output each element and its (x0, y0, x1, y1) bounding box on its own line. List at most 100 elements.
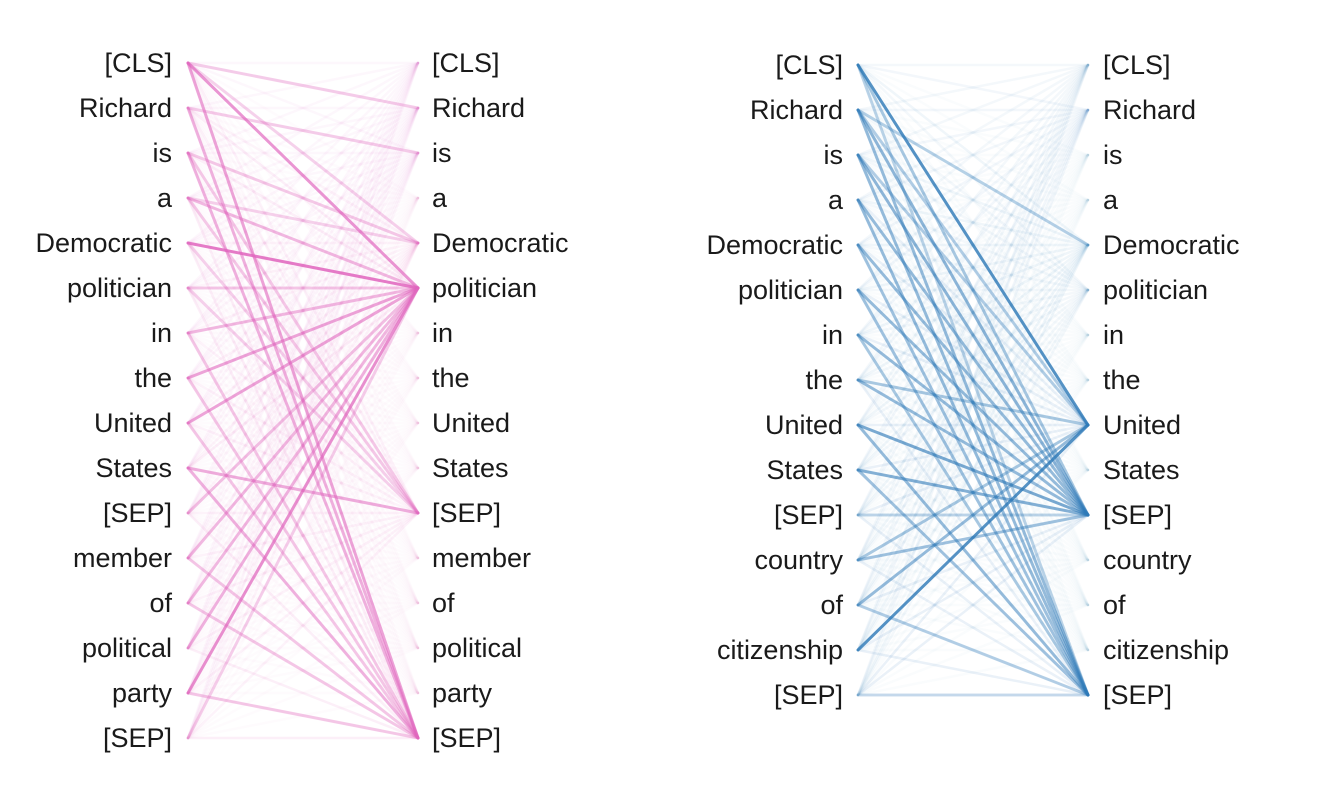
attention-panel-1-source-token: of (149, 588, 172, 618)
attention-panel-1-faint-edge (186, 61, 420, 515)
attention-panel-1-faint-edge (186, 241, 420, 335)
attention-panel-2-faint-edge (856, 108, 1090, 697)
attention-panel-1-source-token: [SEP] (103, 498, 172, 528)
attention-panel-1-target-token: political (432, 633, 522, 663)
attention-panel-2-faint-edge (856, 153, 1090, 697)
attention-panel-1-attention-edge (186, 286, 420, 425)
attention-panel-2-faint-edge (856, 108, 1090, 292)
attention-panel-1-source-token: Richard (79, 93, 172, 123)
attention-panel-1-attention-edge (186, 286, 420, 740)
attention-panel-2-target-token: Democratic (1103, 230, 1240, 260)
attention-panel-1-target-token: Democratic (432, 228, 569, 258)
attention-panel-2-attention-edge (856, 423, 1090, 607)
attention-panel-2-faint-edge (856, 63, 1090, 292)
attention-panel-2-faint-edge (856, 63, 1090, 157)
attention-panel-2-target-token: a (1103, 185, 1119, 215)
attention-panel-1-faint-edge (186, 151, 420, 695)
attention-panel-2-faint-edge (856, 108, 1090, 652)
attention-panel-2-target-token: Richard (1103, 95, 1196, 125)
attention-panel-2-faint-edge (856, 63, 1090, 652)
attention-panel-2-attention-edge (856, 63, 1090, 697)
attention-panel-1-faint-edge (186, 286, 420, 560)
attention-panel-2-faint-edge (856, 243, 1090, 337)
attention-panel-2-faint-edge (856, 513, 1090, 697)
attention-panel-2-attention-edge (856, 423, 1090, 562)
attention-panel-1-attention-edge (186, 286, 420, 335)
attention-panel-1-attention-edge (186, 286, 420, 605)
attention-panel-1-faint-edge (186, 511, 420, 605)
attention-panel-2-faint-edge (856, 63, 1090, 697)
attention-panel-1-attention-edge (186, 61, 420, 740)
attention-panel-2-source-token: Richard (750, 95, 843, 125)
attention-panel-2-attention-edge (856, 108, 1090, 697)
attention-panel-1-source-token: [CLS] (104, 48, 172, 78)
attention-panel-2-source-token: [SEP] (774, 680, 843, 710)
attention-panel-2-faint-edge (856, 108, 1090, 247)
attention-panel-1-faint-edge (186, 106, 420, 515)
attention-panel-2-faint-edge (856, 63, 1090, 292)
attention-panel-2-source-token: the (805, 365, 843, 395)
attention-panel-1-source-token: politician (67, 273, 172, 303)
attention-panel-2-faint-edge (856, 108, 1090, 292)
attention-panel-2-attention-edge (856, 423, 1090, 517)
attention-panel-1-faint-edge (186, 511, 420, 740)
attention-panel-2-attention-edge (856, 63, 1090, 517)
attention-panel-1-source-token: is (153, 138, 173, 168)
attention-panel-1-faint-edge (186, 151, 420, 470)
attention-panel-1-faint-edge (186, 106, 420, 740)
attention-panel-1-attention-edge (186, 151, 420, 245)
attention-panel-1-attention-edge (186, 286, 420, 515)
attention-panel-2-source-token: country (754, 545, 843, 575)
attention-panel-2-source-token: Democratic (706, 230, 843, 260)
attention-panel-1-faint-edge (186, 376, 420, 740)
attention-panel-1-faint-edge (186, 286, 420, 740)
attention-panel-1-faint-edge (186, 106, 420, 290)
attention-panel-2-target-token: country (1103, 545, 1192, 575)
attention-panel-1-source-token: in (151, 318, 172, 348)
attention-panel-1-attention-edge (186, 556, 420, 740)
token-labels: [CLS] [CLS] Richard Richard is is a a Democratic… (35, 48, 1239, 753)
attention-panel-2-attention-edge (856, 198, 1090, 697)
attention-panel-2-target-token: is (1103, 140, 1123, 170)
attention-panel-2-faint-edge (856, 423, 1090, 697)
attention-panel-1-attention-edge (186, 106, 420, 740)
attention-panel-2-target-token: the (1103, 365, 1141, 395)
attention-panel-1-faint-edge (186, 241, 420, 695)
attention-panel-1-source-token: Democratic (35, 228, 172, 258)
attention-panel-2-attention-edge (856, 153, 1090, 517)
attention-panel-1-faint-edge (186, 106, 420, 335)
attention-panel-2-faint-edge (856, 108, 1090, 427)
attention-panel-2-faint-edge (856, 243, 1090, 472)
attention-panel-1-source-token: political (82, 633, 172, 663)
attention-panel-1-faint-edge (186, 646, 420, 740)
attention-panel-2-faint-edge (856, 63, 1090, 697)
attention-panel-1-attention-edge (186, 376, 420, 740)
attention-panel-2-source-token: States (766, 455, 843, 485)
attention-panel-1-target-token: a (432, 183, 448, 213)
attention-panel-2-faint-edge (856, 243, 1090, 292)
attention-panel-1-source-token: States (95, 453, 172, 483)
attention-panel-1-faint-edge (186, 241, 420, 515)
attention-panel-1-attention-edge (186, 61, 420, 245)
attention-panel-2-attention-edge (856, 243, 1090, 517)
attention-panel-2-faint-edge (856, 423, 1090, 472)
attention-panel-2-attention-edge (856, 153, 1090, 697)
attention-panel-1-faint-edge (186, 511, 420, 695)
attention-panel-1-target-token: [SEP] (432, 723, 501, 753)
attention-panel-1-source-token: party (112, 678, 173, 708)
attention-panel-1-faint-edge (186, 196, 420, 245)
attention-panel-2-faint-edge (856, 153, 1090, 427)
attention-panel-2-faint-edge (856, 63, 1090, 112)
attention-panel-2-attention-edge (856, 108, 1090, 427)
attention-panel-2-attention-edge (856, 108, 1090, 247)
attention-panel-1-faint-edge (186, 106, 420, 155)
attention-panel-1-faint-edge (186, 61, 420, 245)
attention-panel-2-target-token: [SEP] (1103, 680, 1172, 710)
attention-panel-2-faint-edge (856, 378, 1090, 517)
attention-panel-1-faint-edge (186, 61, 420, 155)
attention-panel-2-attention-edge (856, 333, 1090, 697)
attention-panel-1-attention-edge (186, 691, 420, 740)
attention-panel-1-target-token: member (432, 543, 531, 573)
attention-panel-2-faint-edge (856, 243, 1090, 562)
attention-panel-1-faint-edge (186, 61, 420, 155)
